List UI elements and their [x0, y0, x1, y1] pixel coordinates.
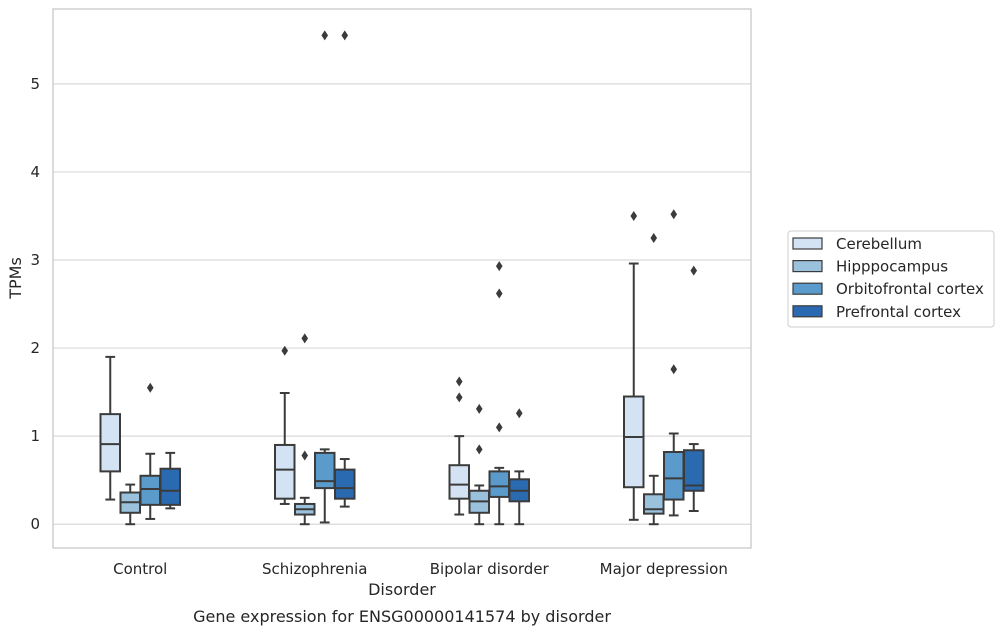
outlier-point-0 [455, 392, 463, 403]
x-tick-label-3: Major depression [600, 560, 728, 578]
outlier-point-0 [650, 232, 658, 243]
outlier-point-1 [301, 333, 309, 344]
legend-frame [787, 230, 995, 328]
y-tick-labels: 0 1 2 3 4 5 [30, 75, 40, 533]
outlier-point-0 [690, 265, 698, 276]
outlier-point-0 [341, 30, 349, 41]
boxes [99, 30, 705, 526]
legend-label: Orbitofrontal cortex [836, 280, 984, 298]
iqr-box [314, 451, 336, 490]
y-tick-label-3: 3 [30, 251, 40, 269]
iqr-box [448, 464, 470, 500]
y-tick-label-1: 1 [30, 427, 40, 445]
x-axis-title: Disorder [368, 580, 436, 599]
x-tick-labels: Control Schizophrenia Bipolar disorder Majo… [113, 560, 728, 578]
box-1-1 [294, 333, 316, 526]
y-tick-label-4: 4 [30, 163, 40, 181]
iqr-box [334, 468, 356, 500]
outlier-point-0 [495, 422, 503, 433]
gridlines [53, 83, 751, 525]
box-0-1 [119, 483, 141, 526]
legend-swatch [792, 305, 823, 318]
box-2-0 [448, 376, 470, 516]
iqr-box [643, 493, 665, 515]
box-0-2 [139, 382, 161, 520]
y-axis-title: TPMs [6, 257, 25, 300]
outlier-point-0 [301, 450, 309, 461]
box-2-3 [508, 408, 530, 526]
outlier-point-2 [495, 261, 503, 272]
iqr-box [159, 467, 181, 506]
box-3-3 [683, 265, 705, 513]
iqr-box [683, 449, 705, 492]
outlier-point-1 [670, 209, 678, 220]
outlier-point-1 [495, 288, 503, 299]
y-tick-label-0: 0 [30, 515, 40, 533]
legend-item-1: Hipppocampus [792, 258, 948, 276]
outlier-point-0 [475, 444, 483, 455]
legend-label: Hipppocampus [836, 258, 948, 276]
box-3-0 [623, 210, 645, 521]
y-tick-label-2: 2 [30, 339, 40, 357]
outlier-point-1 [475, 403, 483, 414]
outlier-point-0 [281, 345, 289, 356]
outlier-point-0 [146, 382, 154, 393]
legend-item-0: Cerebellum [792, 235, 922, 253]
x-tick-label-0: Control [113, 560, 167, 578]
box-1-3 [334, 30, 356, 508]
legend-swatch [792, 237, 823, 250]
iqr-box [99, 413, 121, 473]
legend-swatch [792, 282, 823, 295]
x-tick-label-1: Schizophrenia [262, 560, 367, 578]
legend-label: Prefrontal cortex [836, 303, 961, 321]
iqr-box [139, 474, 161, 506]
outlier-point-1 [455, 376, 463, 387]
iqr-box [274, 443, 296, 500]
box-0-3 [159, 451, 181, 510]
y-tick-label-5: 5 [30, 75, 40, 93]
box-0-0 [99, 355, 121, 501]
legend-item-3: Prefrontal cortex [792, 303, 961, 321]
iqr-box [488, 470, 510, 498]
legend: Cerebellum Hipppocampus Orbitofrontal cort… [787, 230, 995, 328]
chart-caption: Gene expression for ENSG00000141574 by d… [193, 607, 611, 626]
iqr-box [663, 451, 685, 501]
outlier-point-0 [630, 210, 638, 221]
box-2-1 [468, 403, 490, 526]
iqr-box [623, 395, 645, 489]
legend-item-2: Orbitofrontal cortex [792, 280, 984, 298]
outlier-point-0 [515, 408, 523, 419]
box-3-1 [643, 232, 665, 526]
legend-label: Cerebellum [836, 235, 922, 253]
x-tick-label-2: Bipolar disorder [430, 560, 550, 578]
box-1-0 [274, 345, 296, 505]
outlier-point-0 [321, 30, 329, 41]
box-1-2 [314, 30, 336, 524]
legend-swatch [792, 260, 823, 273]
outlier-point-0 [670, 364, 678, 375]
plot-area-frame [52, 8, 752, 549]
